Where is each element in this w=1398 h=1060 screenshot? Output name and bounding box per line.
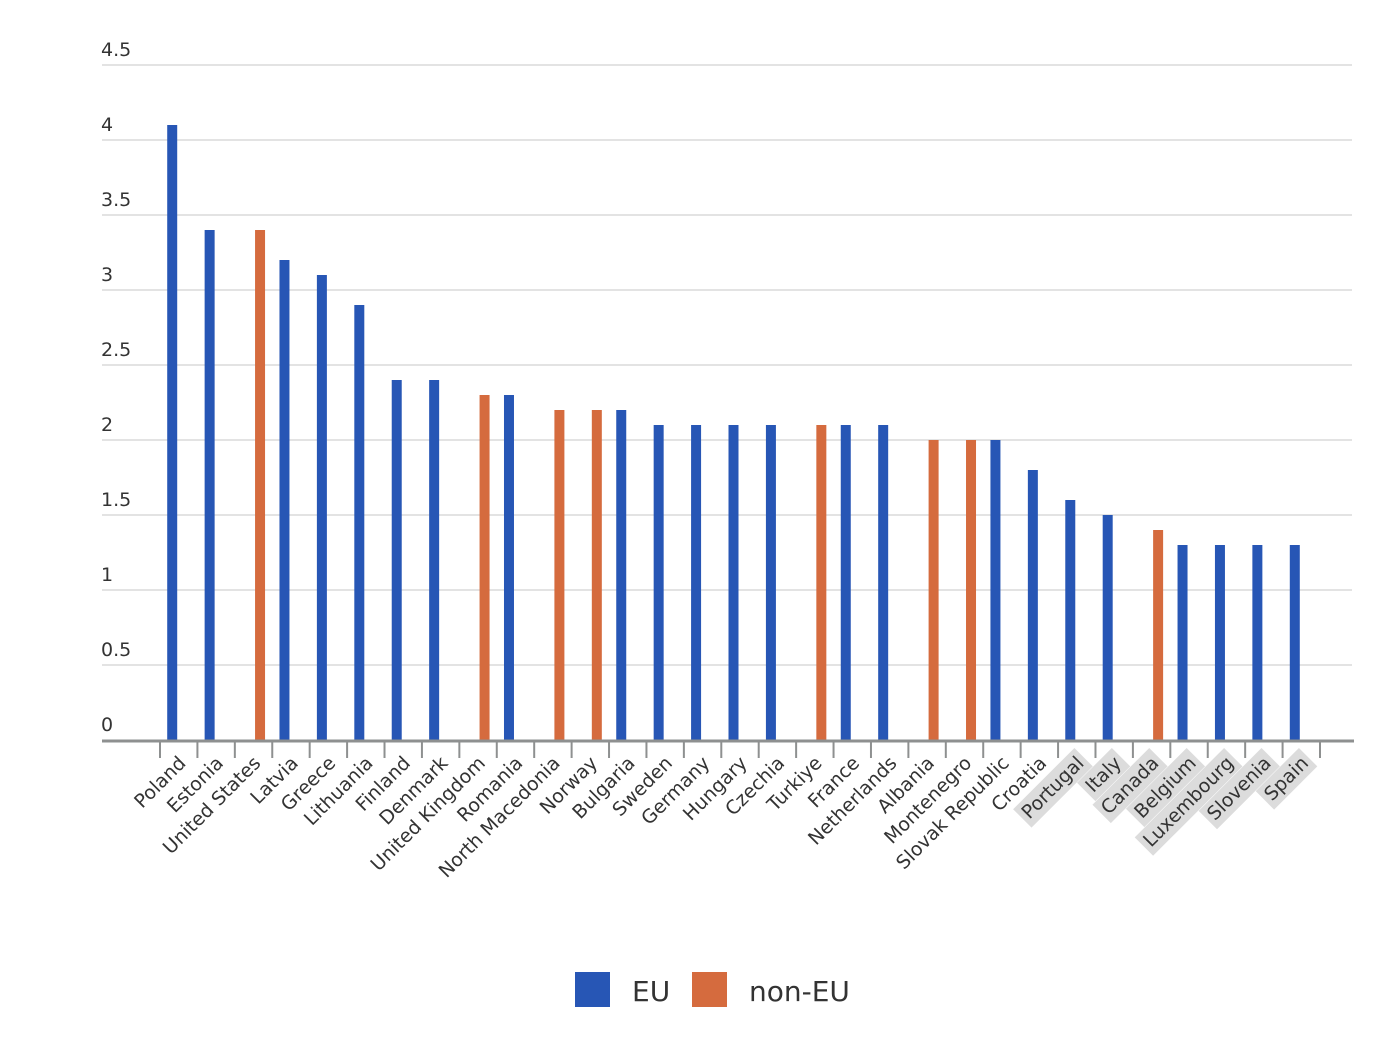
- bar-eu: [691, 425, 702, 740]
- bar-non-eu: [816, 425, 827, 740]
- bar-eu: [1027, 470, 1038, 740]
- bar-non-eu: [966, 440, 977, 740]
- bar-eu: [1102, 515, 1113, 740]
- bar-non-eu: [479, 395, 490, 740]
- legend-label: EU: [632, 975, 670, 1008]
- bars: [167, 125, 1300, 740]
- bar-non-eu: [1153, 530, 1164, 740]
- bar-eu: [1065, 500, 1076, 740]
- bar-eu: [765, 425, 776, 740]
- bar-non-eu: [554, 410, 565, 740]
- y-tick-label: 4: [101, 114, 113, 136]
- bar-eu: [391, 380, 402, 740]
- bar-eu: [1289, 545, 1300, 740]
- y-tick-label: 0: [101, 714, 113, 736]
- label-highlight: [1125, 747, 1206, 828]
- y-tick-label: 4.5: [101, 39, 131, 61]
- y-tick-label: 1.5: [101, 489, 131, 511]
- bar-non-eu: [591, 410, 602, 740]
- bar-non-eu: [255, 230, 266, 740]
- bar-eu: [167, 125, 178, 740]
- bar-eu: [653, 425, 664, 740]
- legend-label: non-EU: [749, 975, 850, 1008]
- label-highlight: [1077, 747, 1131, 802]
- bar-eu: [204, 230, 215, 740]
- y-tick-label: 2: [101, 414, 113, 436]
- bar-eu: [503, 395, 514, 740]
- bar-eu: [990, 440, 1001, 740]
- bar-eu: [1214, 545, 1225, 740]
- bar-eu: [616, 410, 627, 740]
- label-highlight: [1092, 747, 1168, 824]
- bar-eu: [279, 260, 290, 740]
- bar-eu: [728, 425, 739, 740]
- label-highlight: [1198, 747, 1280, 830]
- label-highlight: [1255, 747, 1318, 810]
- y-tick-label: 3: [101, 264, 113, 286]
- bar-eu: [1252, 545, 1263, 740]
- y-tick-label: 0.5: [101, 639, 131, 661]
- y-tick-label: 3.5: [101, 189, 131, 211]
- bar-eu: [354, 305, 365, 740]
- gridlines: [102, 64, 1352, 666]
- bar-eu: [316, 275, 327, 740]
- bar-eu: [429, 380, 440, 740]
- bar-eu: [1177, 545, 1188, 740]
- y-axis-ticks: 0 0.5 1 1.5 2 2.5 3 3.5 4 4.5: [101, 39, 131, 736]
- label-highlight: [1013, 747, 1093, 828]
- legend: EU non-EU: [575, 972, 850, 1008]
- legend-swatch-non-eu: [692, 972, 727, 1007]
- bar-eu: [878, 425, 889, 740]
- x-axis: [102, 739, 1354, 758]
- y-tick-label: 1: [101, 564, 113, 586]
- bar-non-eu: [928, 440, 939, 740]
- y-tick-label: 2.5: [101, 339, 131, 361]
- label-highlight: [1134, 747, 1243, 856]
- legend-swatch-eu: [575, 972, 610, 1007]
- bar-eu: [840, 425, 851, 740]
